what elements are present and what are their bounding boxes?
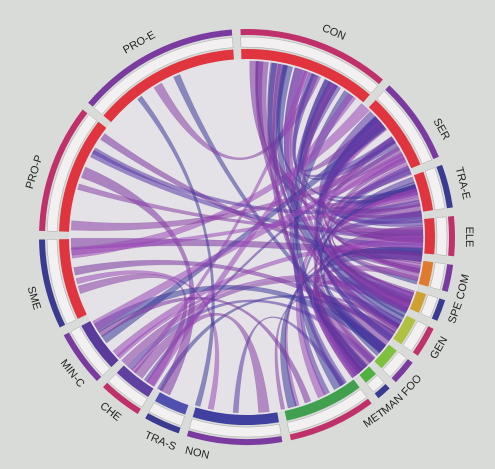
- segment-outer: [374, 384, 390, 399]
- segment-outer: [145, 413, 181, 434]
- segment-inner: [418, 260, 434, 287]
- segment-ticks: [108, 373, 148, 408]
- segment-inner: [413, 171, 434, 212]
- segment-inner: [59, 239, 87, 319]
- chord: [319, 181, 417, 357]
- segment-ticks: [148, 402, 185, 427]
- segment-inner: [116, 365, 154, 397]
- chords: [70, 60, 424, 413]
- segment-inner: [368, 99, 421, 169]
- chord: [280, 251, 423, 409]
- segment-ticks: [430, 262, 446, 291]
- segment-inner: [374, 344, 397, 369]
- segment-inner: [359, 366, 376, 383]
- segment-inner: [424, 218, 435, 255]
- chord: [112, 239, 424, 358]
- segment-outer: [447, 215, 455, 257]
- segment-outer: [431, 298, 446, 321]
- segment-outer: [412, 326, 434, 356]
- node-label: COM: [454, 273, 471, 301]
- segment-ticks: [366, 374, 385, 393]
- segment-ticks: [46, 114, 98, 232]
- segment-inner: [59, 121, 107, 232]
- chord: [301, 81, 410, 313]
- segment-ticks: [70, 326, 111, 376]
- chord: [314, 224, 424, 374]
- segment-ticks: [188, 418, 282, 438]
- chord: [71, 103, 370, 259]
- chord: [232, 316, 346, 413]
- segment-inner: [81, 321, 119, 368]
- segment-ticks: [420, 294, 438, 318]
- segment-inner: [192, 407, 279, 425]
- segment-ticks: [382, 351, 407, 377]
- segment-inner: [241, 48, 370, 103]
- segment-ticks: [93, 37, 234, 115]
- segment-inner: [103, 49, 234, 123]
- segment-ticks: [240, 36, 378, 94]
- chord: [316, 116, 403, 327]
- segment-ticks: [435, 216, 448, 256]
- node-label: ELE: [463, 227, 475, 248]
- segment-outer: [391, 359, 413, 383]
- segment-ticks: [402, 320, 427, 352]
- rings: [39, 29, 455, 445]
- segment-inner: [284, 379, 360, 421]
- segment-outer: [186, 430, 283, 445]
- node-label: NON: [184, 445, 211, 462]
- segment-outer: [103, 382, 141, 414]
- segment-ticks: [286, 388, 368, 433]
- segment-outer: [63, 332, 102, 381]
- segment-outer: [240, 29, 383, 85]
- segment-outer: [39, 109, 88, 232]
- chord: [255, 61, 422, 219]
- segment-ticks: [46, 239, 77, 325]
- segment-ticks: [376, 90, 432, 164]
- segment-outer: [385, 85, 439, 160]
- chord: [332, 249, 423, 295]
- segment-inner: [154, 392, 189, 415]
- chord: [92, 152, 407, 331]
- chord: [318, 284, 403, 352]
- segment-inner: [409, 291, 427, 313]
- segment-ticks: [424, 167, 446, 211]
- segment-outer: [289, 398, 372, 441]
- chord: [272, 63, 400, 329]
- segment-outer: [39, 239, 66, 328]
- segment-inner: [393, 315, 416, 345]
- segment-outer: [436, 164, 453, 209]
- segment-outer: [441, 264, 454, 292]
